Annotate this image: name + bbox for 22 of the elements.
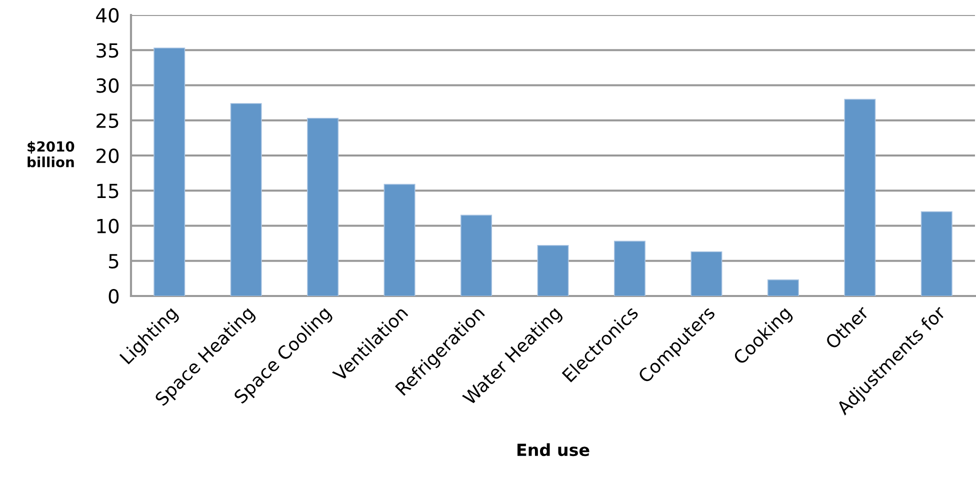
bar [537,245,569,296]
x-axis-title: End use [517,443,590,456]
y-tick-label: 20 [96,148,119,164]
bar [307,118,339,296]
bar [920,211,952,296]
y-tick-label: 15 [97,184,118,198]
y-tick-label: 10 [97,218,119,234]
y-tick-label: 25 [96,113,118,128]
bar [614,240,646,296]
bar [460,214,492,296]
y-tick-label: 30 [96,78,119,93]
y-tick-label: 40 [96,8,119,23]
y-tick-label: 35 [96,43,118,58]
bar [230,103,262,296]
y-tick-label: 5 [109,254,118,269]
y-axis-title: $2010 billion [28,141,74,168]
y-tick-label: 0 [108,288,119,304]
bar [844,98,876,296]
bar [690,251,722,296]
bar [384,184,416,296]
bar [767,279,799,296]
bar [154,48,186,296]
